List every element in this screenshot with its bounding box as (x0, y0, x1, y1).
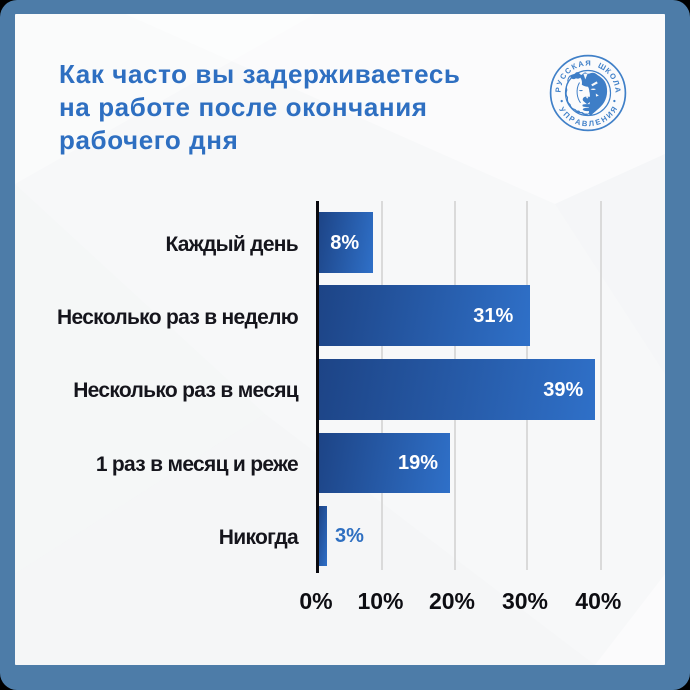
svg-text:В: В (581, 119, 588, 129)
svg-text:Е: Е (594, 117, 602, 127)
svg-text:Я: Я (608, 105, 619, 114)
svg-text:А: А (574, 117, 583, 127)
svg-text:У: У (555, 79, 565, 87)
svg-text:К: К (570, 61, 579, 71)
svg-text:П: П (561, 110, 571, 120)
svg-text:Р: Р (554, 87, 563, 93)
svg-text:•: • (557, 98, 566, 104)
svg-text:Н: Н (599, 114, 608, 125)
svg-text:К: К (603, 66, 613, 76)
svg-text:Я: Я (585, 59, 590, 68)
svg-text:С: С (563, 65, 573, 76)
svg-text:О: О (607, 71, 618, 81)
svg-text:•: • (610, 98, 619, 104)
svg-text:Л: Л (611, 79, 621, 87)
svg-text:Л: Л (588, 119, 594, 129)
svg-text:Р: Р (567, 114, 576, 124)
svg-text:С: С (558, 71, 569, 81)
svg-text:А: А (577, 59, 585, 69)
svg-text:У: У (557, 105, 567, 114)
svg-text:А: А (613, 87, 623, 94)
svg-text:Ш: Ш (597, 61, 608, 73)
svg-text:И: И (604, 110, 614, 120)
